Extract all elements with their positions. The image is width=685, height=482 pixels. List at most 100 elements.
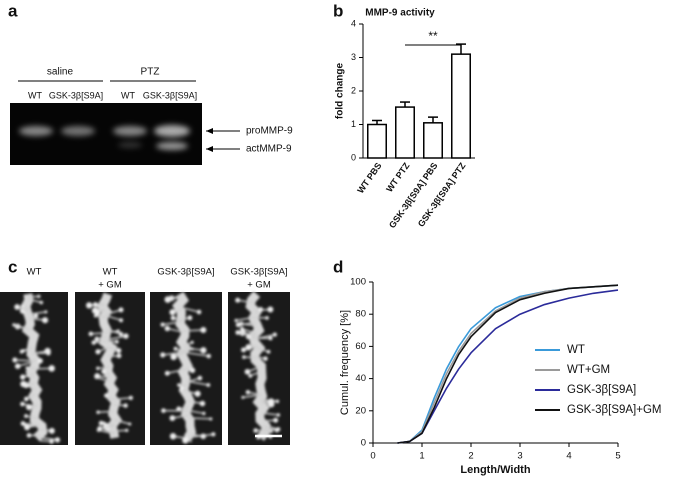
spine-head xyxy=(14,363,21,369)
spine xyxy=(184,347,204,352)
band-label: proMMP-9 xyxy=(246,126,293,137)
spine-head xyxy=(190,340,194,345)
y-tick-label: 60 xyxy=(355,341,366,352)
spine-head xyxy=(42,317,49,324)
spine-head xyxy=(267,306,274,313)
spine-head xyxy=(25,366,29,370)
spine xyxy=(96,376,112,383)
spine-head xyxy=(169,433,177,440)
spine-head xyxy=(170,315,176,321)
spine xyxy=(90,331,108,335)
dendrite xyxy=(160,291,216,444)
spine-head xyxy=(123,403,128,408)
spine xyxy=(95,315,106,319)
y-tick-label: 40 xyxy=(355,373,366,384)
spine xyxy=(14,359,34,362)
spine-head xyxy=(200,326,207,334)
spine xyxy=(113,419,130,425)
spine-head xyxy=(20,304,24,308)
bar xyxy=(367,123,387,159)
lane-label: WT xyxy=(28,90,42,100)
spine-head xyxy=(269,429,273,434)
spine-head xyxy=(98,420,104,426)
lane-label: GSK-3β[S9A] xyxy=(49,90,103,100)
spine-head xyxy=(96,366,100,371)
y-tick-label: 4 xyxy=(351,18,356,28)
spine-head xyxy=(48,365,55,372)
x-axis-label: Length/Width xyxy=(460,464,530,476)
panel-label: a xyxy=(8,1,18,20)
spine-head xyxy=(23,396,29,402)
spine-head xyxy=(235,322,241,328)
spine xyxy=(114,429,127,432)
spine-head xyxy=(44,310,48,314)
spine xyxy=(263,424,279,430)
x-tick-label: 4 xyxy=(566,451,571,462)
spine xyxy=(184,351,209,357)
spine-head xyxy=(253,428,258,433)
spine-head xyxy=(125,428,129,433)
spine-head xyxy=(273,417,279,423)
micrograph-label: GSK-3β[S9A] xyxy=(230,267,287,278)
x-tick-label: WT PBS xyxy=(355,161,383,195)
spine-head xyxy=(39,300,44,305)
spine xyxy=(238,321,256,326)
spine-head xyxy=(265,316,269,320)
spine-head xyxy=(12,357,18,363)
spine-head xyxy=(189,367,196,374)
spine xyxy=(167,327,184,333)
spine-head xyxy=(118,331,124,337)
spine-head xyxy=(241,347,247,353)
spine-head xyxy=(206,383,211,387)
spine xyxy=(162,320,183,326)
spine xyxy=(262,412,279,416)
spine-head xyxy=(200,347,207,354)
spine-head xyxy=(276,427,281,432)
spine-head xyxy=(97,426,103,431)
x-tick-label: 2 xyxy=(468,451,473,462)
spine xyxy=(180,306,200,313)
spine-head xyxy=(93,314,98,318)
y-axis-label: Cumul. frequency [%] xyxy=(339,310,351,415)
legend-label: WT xyxy=(567,344,585,356)
legend-label: WT+GM xyxy=(567,364,610,376)
spine-head xyxy=(21,349,25,353)
spine-head xyxy=(234,318,238,323)
spine-head xyxy=(276,413,281,417)
spine-head xyxy=(164,325,170,332)
y-tick-label: 2 xyxy=(351,85,356,95)
x-tick-label: 5 xyxy=(615,451,620,462)
band-label: actMMP-9 xyxy=(246,144,292,155)
spine-head xyxy=(96,410,100,414)
spine-head xyxy=(179,386,184,391)
spine-head xyxy=(169,415,176,421)
spine xyxy=(28,295,39,298)
legend-label: GSK-3β[S9A] xyxy=(567,384,636,396)
spine-head xyxy=(187,315,193,321)
spine-head xyxy=(266,349,271,354)
spine-head xyxy=(20,380,27,388)
spine-head xyxy=(196,309,202,315)
panel-label: b xyxy=(333,1,343,20)
spine xyxy=(236,316,255,322)
spine xyxy=(189,417,211,420)
spine-head xyxy=(275,399,280,404)
dendrite xyxy=(12,293,61,444)
spine xyxy=(237,299,254,304)
spine-head xyxy=(37,358,43,364)
spine xyxy=(105,314,122,321)
y-tick-label: 0 xyxy=(361,438,366,449)
spine xyxy=(257,347,269,353)
y-tick-label: 20 xyxy=(355,405,366,416)
group-label: PTZ xyxy=(141,67,160,78)
spine xyxy=(22,422,39,426)
spine-head xyxy=(267,398,275,405)
spine-head xyxy=(241,395,245,399)
spine-head xyxy=(164,296,172,303)
spine-head xyxy=(235,297,241,303)
micrograph-label: WT xyxy=(103,267,118,278)
spine-head xyxy=(182,437,189,444)
x-tick-label: 1 xyxy=(419,451,424,462)
spine xyxy=(172,414,190,419)
spine-head xyxy=(209,417,213,421)
